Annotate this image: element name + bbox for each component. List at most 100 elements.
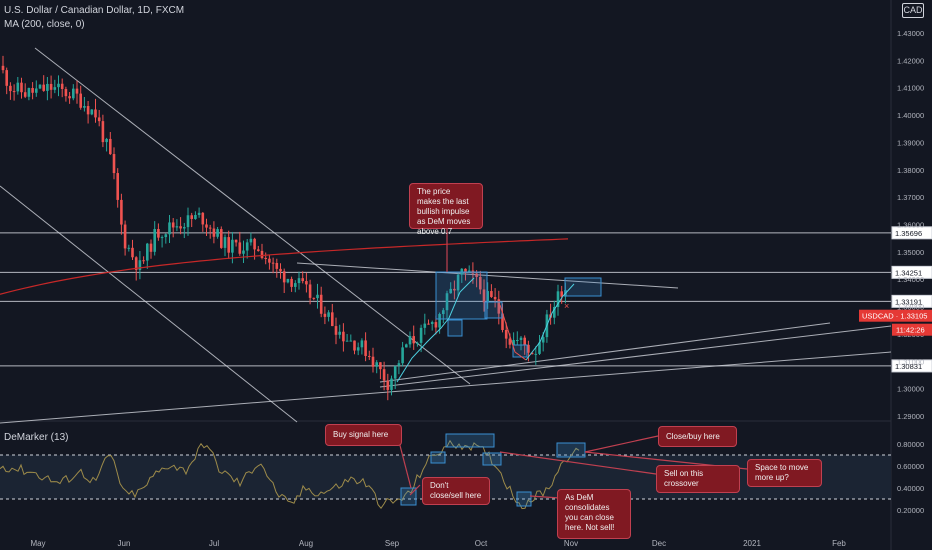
candle-body [442,310,445,315]
candle-body [142,260,145,262]
candle-body [227,237,230,253]
price-tick: 1.43000 [897,29,924,38]
price-tick: 1.42000 [897,56,924,65]
demarker-tick: 0.20000 [897,506,924,515]
candle-body [560,291,563,297]
candle-body [279,268,282,272]
bull-path-2 [525,283,575,361]
annotation-dont-close: Don't close/sell here [422,477,490,505]
candle-body [157,229,160,238]
candle-body [412,336,415,344]
candle-body [434,322,438,328]
price-tick: 1.31000 [897,357,924,366]
candle-body [134,257,138,270]
candle-body [179,226,182,229]
candle-body [231,239,234,253]
time-tick: Aug [299,539,313,548]
candle-body [390,378,393,390]
candle-body [382,369,386,381]
candle-body [72,88,75,99]
candle-body [1,65,5,71]
candle-body [249,238,253,243]
candle-body [345,340,349,342]
price-tick: 1.40000 [897,111,924,120]
candle-body [49,83,53,90]
candle-body [220,229,223,248]
candle-body [149,243,153,252]
candle-body [493,296,497,300]
candle-body [275,262,279,269]
candle-body [79,93,82,108]
candle-body [238,242,242,254]
candle-body [101,121,105,143]
candle-body [430,322,434,324]
candle-body [190,215,193,219]
candle-body [475,273,478,277]
annotation-pointer [499,451,657,475]
candle-body [368,355,371,357]
candle-body [75,88,79,94]
demarker-highlight [430,451,446,464]
candle-body [186,215,190,228]
candle-body [264,257,267,259]
candle-body [482,289,486,303]
candle-body [553,306,556,318]
candle-body [312,297,316,299]
candle-body [97,117,101,122]
candle-body [393,365,397,379]
candle-body [416,342,419,344]
candle-body [257,249,260,251]
trend-line [0,351,892,424]
trend-line [34,47,471,385]
candle-body [356,347,360,351]
time-tick: Sep [385,539,400,548]
candle-body [308,284,312,298]
candle-body [253,238,256,250]
annotation-buy-signal: Buy signal here [325,424,402,446]
highlight-zone [512,344,528,358]
candle-body [467,270,471,273]
candle-body [375,362,378,367]
candle-body [146,243,149,261]
candle-body [456,274,460,291]
annotation-pointer [584,435,659,453]
candle-body [197,212,201,215]
candle-body [64,89,68,97]
candle-body [401,347,404,364]
candle-body [338,331,341,335]
candle-body [527,344,530,353]
trend-line [0,185,298,423]
candle-body [504,329,508,339]
time-tick: May [30,539,45,548]
candle-body [453,288,456,291]
price-tick: 1.29000 [897,412,924,421]
candle-body [57,83,60,88]
price-tick: 1.35000 [897,248,924,257]
candle-body [31,88,34,93]
candle-body [164,234,168,238]
candle-body [486,291,489,303]
currency-badge[interactable]: CAD [902,3,924,18]
candle-body [105,138,108,143]
candle-body [23,92,27,97]
candle-body [327,312,330,317]
price-tick: 1.37000 [897,193,924,202]
candle-body [282,271,286,283]
candle-body [242,250,245,254]
candle-body [194,214,197,219]
level-label: 1.33191 [895,297,922,306]
highlight-zone [564,277,602,297]
candle-body [334,326,338,335]
candle-body [342,331,345,342]
candle-body [438,314,441,328]
candle-body [397,363,401,366]
candle-body [501,313,504,330]
level-label-box [891,294,932,308]
highlight-zone [447,319,463,337]
candle-body [534,353,538,355]
candle-body [116,173,119,200]
candle-body [271,262,275,264]
candle-body [316,294,319,299]
demarker-tick: 0.40000 [897,484,924,493]
